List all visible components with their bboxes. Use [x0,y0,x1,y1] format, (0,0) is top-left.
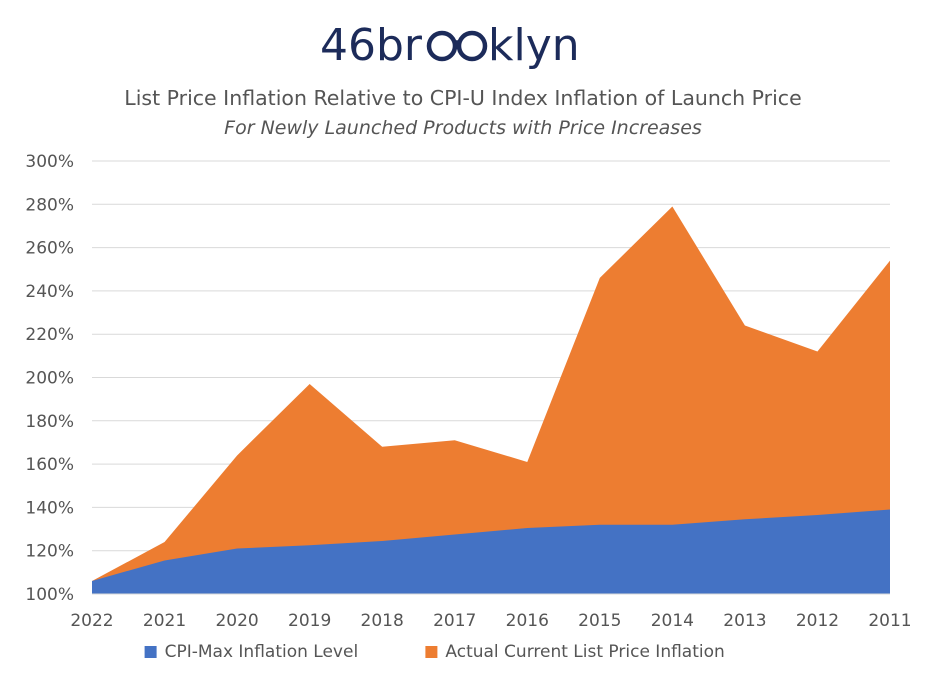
y-tick-label: 180% [25,412,74,432]
y-tick-label: 260% [25,239,74,259]
y-tick-label: 200% [25,369,74,389]
x-tick-label: 2020 [215,611,258,631]
x-tick-label: 2021 [143,611,186,631]
y-tick-label: 240% [25,282,74,302]
x-tick-label: 2022 [70,611,113,631]
x-tick-label: 2015 [578,611,621,631]
series-area [92,206,890,594]
x-tick-label: 2016 [506,611,549,631]
legend-label: CPI-Max Inflation Level [165,642,359,662]
glasses-icon [426,30,488,62]
y-tick-label: 140% [25,498,74,518]
y-tick-label: 100% [25,585,74,605]
area-chart: 100% 120% 140% 160% 180% 200% 220% 240% 260% 280%… [25,152,911,662]
series-areas [92,206,890,594]
legend-swatch [425,646,438,658]
chart-subtitle: For Newly Launched Products with Price I… [224,117,702,139]
y-tick-label: 280% [25,195,74,215]
series-area [92,509,890,594]
y-tick-label: 220% [25,325,74,345]
y-tick-label: 300% [25,152,74,172]
x-tick-label: 2018 [361,611,404,631]
x-tick-label: 2013 [723,611,766,631]
brand-logo: 46br klyn [320,20,580,71]
y-tick-label: 120% [25,542,74,562]
legend: CPI-Max Inflation Level Actual Current Li… [144,642,725,662]
x-tick-label: 2019 [288,611,331,631]
x-tick-label: 2014 [651,611,694,631]
y-tick-label: 160% [25,455,74,475]
x-tick-label: 2017 [433,611,476,631]
legend-label: Actual Current List Price Inflation [445,642,724,662]
axes: 100% 120% 140% 160% 180% 200% 220% 240% 260% 280%… [25,152,911,631]
x-tick-label: 2012 [796,611,839,631]
chart-title: List Price Inflation Relative to CPI-U I… [124,86,802,110]
logo-text-left: 46br [320,20,423,71]
logo-text-right: klyn [488,20,580,71]
x-tick-label: 2011 [868,611,911,631]
legend-swatch [144,646,157,658]
